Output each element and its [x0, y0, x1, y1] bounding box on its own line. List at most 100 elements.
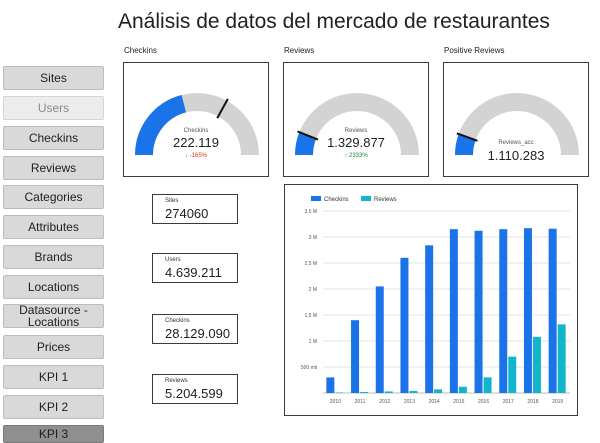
sidebar-item-label: Sites — [40, 71, 67, 85]
gauge-value: 222.119 — [172, 135, 220, 150]
sidebar-item-reviews[interactable]: Reviews — [3, 156, 104, 180]
scorecard-reviews: Reviews 5.204.599 — [152, 374, 238, 404]
bar-reviews-2012 — [384, 391, 393, 393]
sidebar-item-label: KPI 2 — [38, 400, 69, 414]
gauge-delta: ↓ -165% — [124, 153, 268, 159]
arrow-up-icon: ↑ — [344, 153, 349, 159]
legend-swatch-reviews — [361, 196, 371, 201]
gauge-title: Reviews — [284, 46, 315, 55]
bar-checkins-2015 — [449, 229, 458, 393]
sidebar-item-label: Users — [37, 101, 70, 115]
scorecard-value: 28.129.090 — [165, 326, 231, 341]
gauge-title: Positive Reviews — [444, 46, 505, 55]
gauge-track — [295, 93, 419, 156]
sidebar-item-prices[interactable]: Prices — [3, 335, 104, 359]
bar-reviews-2013 — [409, 390, 418, 393]
gauge-title: Checkins — [124, 46, 157, 55]
bar-reviews-2010 — [335, 392, 344, 393]
sidebar-item-locations[interactable]: Locations — [3, 275, 104, 299]
gauge-card: Reviews 1.329.877 ↑ 2333% — [283, 62, 429, 177]
sidebar-item-label: Prices — [36, 340, 71, 354]
gauge-label: Checkins — [183, 128, 209, 134]
sidebar-nav: Sites Users Checkins Reviews Categories Attri… — [3, 64, 105, 443]
sidebar-item-checkins[interactable]: Checkins — [3, 126, 104, 150]
bar-chart-svg: 500 mil 1 M 1,5 M 2 M 2,5 M 3 M 3,5 M 2010 2011 2… — [301, 196, 570, 405]
sidebar-item-kpi-2[interactable]: KPI 2 — [3, 395, 104, 419]
bar-checkins-2013 — [400, 257, 409, 393]
sidebar-item-brands[interactable]: Brands — [3, 245, 104, 269]
bar-reviews-2016 — [483, 377, 492, 393]
gauge-svg — [295, 93, 419, 156]
scorecard-label: Reviews — [165, 378, 188, 384]
bar-checkins-2014 — [425, 245, 434, 393]
bar-reviews-2019 — [557, 324, 566, 393]
x-tick-label: 2011 — [355, 399, 366, 405]
x-tick-label: 2017 — [503, 399, 514, 405]
scorecard-users: Users 4.639.211 — [152, 253, 238, 283]
gauge-delta-value: -165% — [189, 153, 207, 159]
gauge-card: Checkins 222.119 ↓ -165% — [123, 62, 269, 177]
sidebar-item-users[interactable]: Users — [3, 96, 104, 120]
sidebar-item-categories[interactable]: Categories — [3, 185, 104, 209]
scorecard-label: Checkins — [165, 318, 190, 324]
bar-reviews-2011 — [360, 391, 369, 393]
x-tick-label: 2012 — [379, 399, 390, 405]
x-tick-label: 2015 — [453, 399, 464, 405]
bar-reviews-2014 — [434, 389, 443, 393]
gauge-svg — [455, 93, 579, 156]
scorecard-value: 274060 — [165, 206, 209, 221]
sidebar-item-kpi-3[interactable]: KPI 3 — [3, 425, 104, 443]
scorecard-sites: Sites 274060 — [152, 194, 238, 224]
gauge-value: 1.110.283 — [487, 148, 545, 163]
sidebar-item-sites[interactable]: Sites — [3, 66, 104, 90]
sidebar-item-kpi-1[interactable]: KPI 1 — [3, 365, 104, 389]
bar-checkins-2019 — [548, 228, 557, 393]
sidebar-item-label: Categories — [24, 190, 83, 204]
sidebar-item-attributes[interactable]: Attributes — [3, 215, 104, 239]
y-tick-label: 2 M — [309, 287, 317, 293]
x-tick-label: 2018 — [527, 399, 538, 405]
bar-checkins-2010 — [326, 377, 335, 393]
sidebar-item-label: Checkins — [28, 131, 79, 145]
scorecard-value: 4.639.211 — [165, 265, 222, 280]
gauge-value: 1.329.877 — [327, 135, 385, 150]
y-tick-label: 500 mil — [301, 365, 317, 371]
sidebar-item-label: KPI 1 — [38, 370, 69, 384]
legend-label: Checkins — [324, 197, 349, 203]
x-tick-label: 2019 — [552, 399, 563, 405]
bar-reviews-2017 — [508, 356, 517, 393]
x-tick-label: 2010 — [330, 399, 341, 405]
gauge-target-marker — [216, 98, 229, 119]
gauge-label: Reviews_acc — [498, 140, 534, 146]
bar-checkins-2017 — [499, 229, 508, 393]
scorecard-checkins: Checkins 28.129.090 — [152, 314, 238, 344]
y-tick-label: 2,5 M — [304, 261, 317, 267]
bar-reviews-2015 — [458, 386, 467, 393]
gauge-track — [455, 93, 579, 156]
sidebar-item-label: Locations — [27, 280, 80, 294]
sidebar-item-label: Reviews — [30, 161, 77, 175]
sidebar-item-label: Attributes — [28, 220, 79, 234]
gauge-delta: ↑ 2333% — [284, 153, 428, 159]
x-tick-label: 2014 — [429, 399, 440, 405]
sidebar-item-label: Datasource - Locations — [19, 304, 88, 328]
gauge-fill — [135, 94, 187, 156]
scorecard-label: Users — [165, 257, 181, 263]
gauge-target-marker — [456, 132, 478, 142]
gauge-svg — [135, 93, 259, 156]
gauge-target-marker — [297, 130, 319, 141]
legend-swatch-checkins — [311, 196, 321, 201]
x-tick-label: 2016 — [478, 399, 489, 405]
sidebar-item-datasource-locations[interactable]: Datasource - Locations — [3, 304, 104, 328]
sidebar-item-label: KPI 3 — [38, 427, 69, 441]
arrow-down-icon: ↓ — [184, 153, 190, 159]
y-tick-label: 1,5 M — [304, 313, 317, 319]
page-title: Análisis de datos del mercado de restaur… — [118, 10, 550, 33]
gauge-delta-value: 2333% — [348, 153, 368, 159]
scorecard-label: Sites — [165, 198, 179, 204]
sidebar-item-label: Brands — [34, 250, 73, 264]
bar-checkins-2016 — [474, 230, 483, 393]
bar-checkins-2012 — [375, 286, 384, 393]
bar-checkins-2011 — [351, 320, 360, 393]
gauge-card: Reviews_acc 1.110.283 — [443, 62, 589, 177]
